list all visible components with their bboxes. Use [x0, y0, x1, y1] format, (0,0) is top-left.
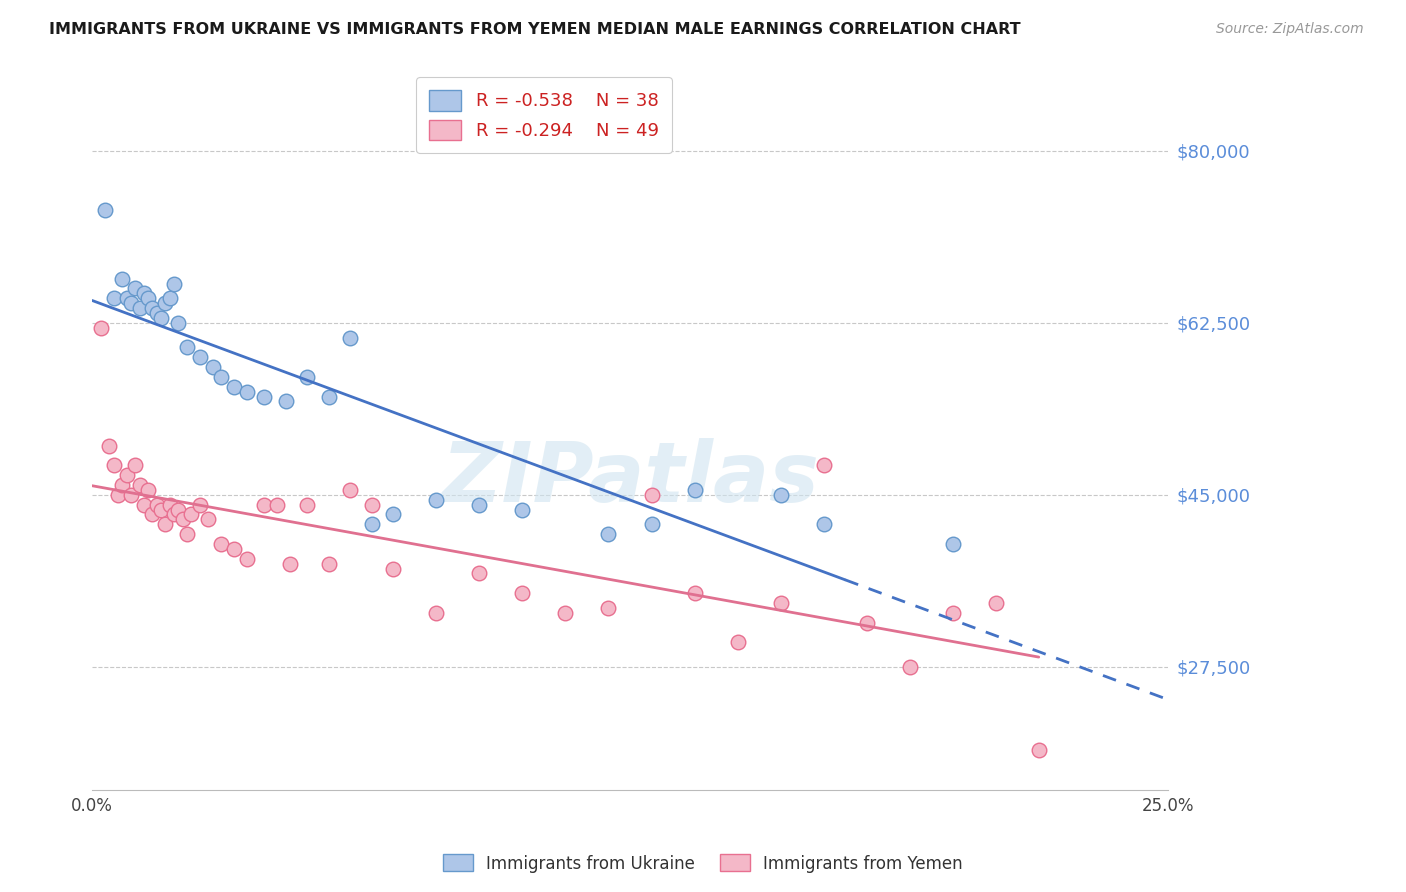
Point — [167, 502, 190, 516]
Point — [640, 488, 662, 502]
Point — [124, 458, 146, 473]
Text: ZIPatlas: ZIPatlas — [441, 438, 818, 519]
Point — [813, 458, 835, 473]
Point — [167, 316, 190, 330]
Point — [145, 306, 167, 320]
Point — [554, 606, 576, 620]
Point — [128, 478, 150, 492]
Point — [188, 498, 211, 512]
Point — [297, 498, 319, 512]
Point — [598, 600, 620, 615]
Point — [159, 498, 181, 512]
Point — [111, 478, 134, 492]
Point — [425, 492, 447, 507]
Legend: Immigrants from Ukraine, Immigrants from Yemen: Immigrants from Ukraine, Immigrants from… — [436, 847, 970, 880]
Point — [425, 606, 447, 620]
Point — [274, 394, 297, 409]
Point — [598, 527, 620, 541]
Point — [318, 557, 340, 571]
Point — [155, 517, 177, 532]
Point — [172, 512, 194, 526]
Point — [115, 468, 138, 483]
Point — [278, 557, 301, 571]
Point — [188, 351, 211, 365]
Point — [683, 483, 706, 497]
Point — [382, 561, 405, 575]
Point — [197, 512, 219, 526]
Legend: R = -0.538    N = 38, R = -0.294    N = 49: R = -0.538 N = 38, R = -0.294 N = 49 — [416, 77, 672, 153]
Point — [150, 310, 173, 325]
Point — [253, 498, 276, 512]
Point — [115, 291, 138, 305]
Point — [94, 202, 117, 217]
Point — [468, 566, 491, 581]
Point — [468, 498, 491, 512]
Point — [141, 508, 163, 522]
Point — [1028, 743, 1050, 757]
Point — [727, 635, 749, 649]
Point — [132, 498, 155, 512]
Point — [769, 488, 792, 502]
Point — [180, 508, 202, 522]
Point — [90, 320, 112, 334]
Point — [176, 527, 198, 541]
Point — [898, 660, 921, 674]
Point — [124, 281, 146, 295]
Point — [266, 498, 288, 512]
Point — [103, 458, 125, 473]
Point — [769, 596, 792, 610]
Point — [145, 498, 167, 512]
Point — [163, 508, 186, 522]
Point — [360, 517, 382, 532]
Point — [224, 541, 246, 556]
Point — [339, 483, 361, 497]
Point — [150, 502, 173, 516]
Point — [141, 301, 163, 315]
Point — [512, 586, 534, 600]
Point — [120, 488, 142, 502]
Point — [942, 606, 965, 620]
Point — [224, 380, 246, 394]
Point — [159, 291, 181, 305]
Point — [163, 277, 186, 291]
Point — [942, 537, 965, 551]
Point — [120, 296, 142, 310]
Point — [339, 331, 361, 345]
Point — [155, 296, 177, 310]
Point — [128, 301, 150, 315]
Point — [813, 517, 835, 532]
Point — [236, 384, 259, 399]
Point — [382, 508, 405, 522]
Point — [136, 291, 159, 305]
Point — [512, 502, 534, 516]
Point — [107, 488, 129, 502]
Point — [297, 370, 319, 384]
Point — [103, 291, 125, 305]
Point — [640, 517, 662, 532]
Point — [855, 615, 877, 630]
Point — [176, 341, 198, 355]
Point — [360, 498, 382, 512]
Point — [683, 586, 706, 600]
Point — [136, 483, 159, 497]
Point — [236, 551, 259, 566]
Point — [111, 271, 134, 285]
Point — [209, 370, 232, 384]
Text: IMMIGRANTS FROM UKRAINE VS IMMIGRANTS FROM YEMEN MEDIAN MALE EARNINGS CORRELATIO: IMMIGRANTS FROM UKRAINE VS IMMIGRANTS FR… — [49, 22, 1021, 37]
Point — [318, 390, 340, 404]
Point — [201, 360, 224, 375]
Text: Source: ZipAtlas.com: Source: ZipAtlas.com — [1216, 22, 1364, 37]
Point — [984, 596, 1007, 610]
Point — [98, 439, 121, 453]
Point — [253, 390, 276, 404]
Point — [132, 286, 155, 301]
Point — [209, 537, 232, 551]
